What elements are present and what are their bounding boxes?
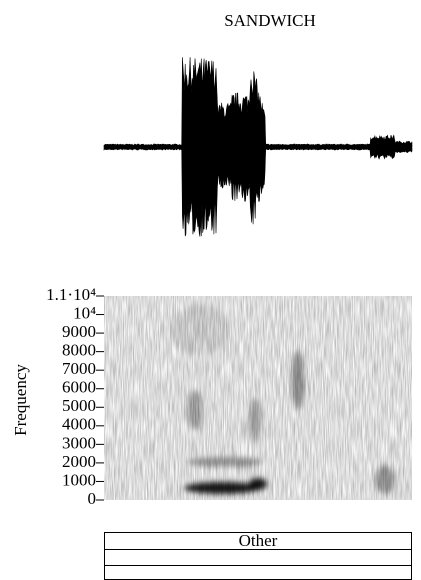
tier-label: Other <box>239 531 278 550</box>
y-axis-label: Frequency <box>11 364 30 436</box>
y-tick-label: 5000 <box>62 396 96 415</box>
y-tick-label: 9000 <box>62 322 96 341</box>
y-tick-label: 6000 <box>62 378 96 397</box>
y-tick-label: 1.1·10⁴ <box>46 285 96 304</box>
y-tick-label: 2000 <box>62 452 96 471</box>
spectrogram <box>104 296 412 500</box>
y-tick-label: 7000 <box>62 359 96 378</box>
y-tick-label: 0 <box>88 489 97 508</box>
y-tick-label: 8000 <box>62 341 96 360</box>
y-tick-label: 3000 <box>62 433 96 452</box>
waveform <box>103 57 413 237</box>
y-tick-label: 10⁴ <box>73 303 96 322</box>
chart-title: SANDWICH <box>224 11 316 30</box>
y-tick-label: 1000 <box>62 470 96 489</box>
y-tick-label: 4000 <box>62 415 96 434</box>
